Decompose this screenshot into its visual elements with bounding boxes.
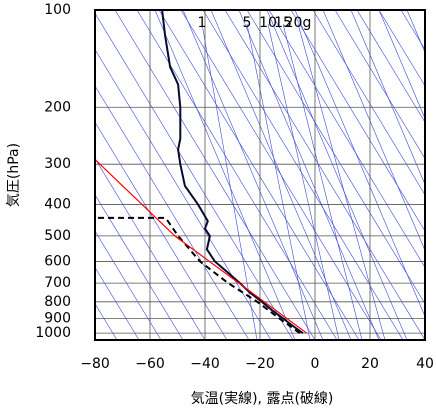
grid [94,9,426,340]
mixing-ratio-line [201,23,258,340]
adiabat-line [268,10,425,268]
x-tick-label: 20 [361,356,379,372]
x-axis-label: 気温(実線), 露点(破線) [191,391,334,407]
adiabat-line [356,10,425,123]
adiabat-line [95,266,140,340]
mixing-ratio-line [246,23,311,340]
y-tick-label: 800 [44,294,71,310]
y-tick-label: 600 [44,253,71,269]
y-tick-label: 1000 [35,325,71,341]
moist-line [322,10,425,252]
mixing-ratio-label: 15 [274,15,292,31]
adiabat-line [246,10,425,305]
adiabat-line [334,10,425,160]
mixing-ratio-line [282,23,363,340]
adiabat-line [158,10,360,340]
mixing-ratio-line [267,23,340,340]
moist-line [406,10,425,54]
y-tick-label: 500 [44,228,71,244]
adiabat-line [95,85,250,340]
profiles [95,10,308,335]
moist-line [294,10,425,318]
moist-line [210,10,352,340]
x-tick-label: −60 [135,356,165,372]
adiabat-line [95,12,294,340]
adiabat-line [95,157,206,340]
adiabat-line [400,10,425,51]
x-tick-label: 40 [416,356,434,372]
adiabat-line [312,10,425,196]
frame [94,9,426,341]
adiabat-line [95,194,184,340]
profile-line [96,216,301,335]
adiabat-line [290,10,425,232]
profile-line [161,10,304,335]
moist-line [266,10,408,340]
x-tick-label: −20 [245,356,275,372]
y-tick-label: 400 [44,197,71,213]
adiabat-line [224,10,425,340]
adiabat-line [95,121,228,340]
y-tick-label: 300 [44,156,71,172]
mixing-ratio-label: 10 [259,15,277,31]
moist-line [238,10,380,340]
mixing-ratio-label: 5 [243,15,252,31]
reference-lines [95,10,425,340]
y-tick-label: 900 [44,310,71,326]
adiabat-line [95,230,162,340]
x-tick-label: −40 [190,356,220,372]
adiabat-line [136,10,338,340]
moist-line [350,10,425,186]
profile-line [95,158,308,334]
adiabat-line [114,10,316,340]
mixing-ratio-label: 1 [198,15,207,31]
mixing-ratio-line [297,23,386,340]
adiabat-line [378,10,425,87]
moist-line [378,10,425,120]
y-axis-label: 気圧(hPa) [6,143,22,207]
adiabat-line [202,10,404,340]
y-tick-label: 100 [44,2,71,18]
x-tick-label: −80 [80,356,110,372]
moist-line [154,10,296,340]
y-tick-label: 200 [44,99,71,115]
moist-line [182,10,324,340]
mixing-ratio-label: 20g [285,15,312,31]
x-tick-label: 0 [311,356,320,372]
y-tick-label: 700 [44,275,71,291]
adiabat-line [95,49,272,340]
